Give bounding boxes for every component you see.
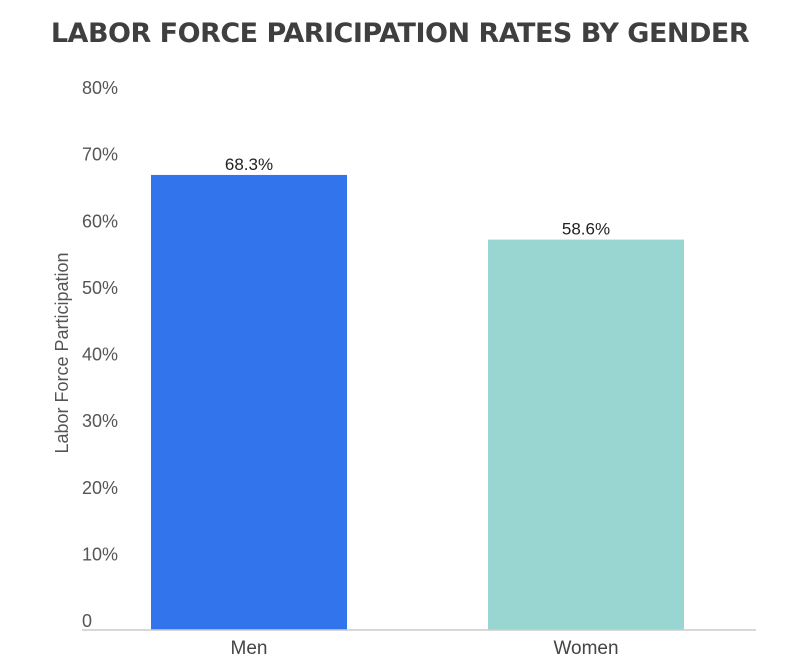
y-tick-label: 0 xyxy=(82,611,92,631)
bars: 68.3% Men 58.6% Women xyxy=(151,155,684,659)
y-tick-label: 80% xyxy=(82,78,118,98)
y-axis-title: Labor Force Participation xyxy=(52,252,72,453)
y-axis: 0 10% 20% 30% 40% 50% 60% 70% 80% xyxy=(82,78,118,631)
bar-men xyxy=(151,174,347,631)
y-tick-label: 20% xyxy=(82,478,118,498)
data-label-women: 58.6% xyxy=(562,220,610,239)
y-tick-label: 70% xyxy=(82,145,118,165)
y-tick-label: 30% xyxy=(82,411,118,431)
y-tick-label: 50% xyxy=(82,278,118,298)
y-tick-label: 10% xyxy=(82,544,118,564)
y-tick-label: 60% xyxy=(82,211,118,231)
bar-women xyxy=(488,239,684,630)
x-tick-label-women: Women xyxy=(553,638,618,659)
x-tick-label-men: Men xyxy=(231,638,268,659)
chart-title: LABOR FORCE PARICIPATION RATES BY GENDER xyxy=(50,18,750,49)
y-tick-label: 40% xyxy=(82,345,118,365)
data-label-men: 68.3% xyxy=(225,155,273,174)
